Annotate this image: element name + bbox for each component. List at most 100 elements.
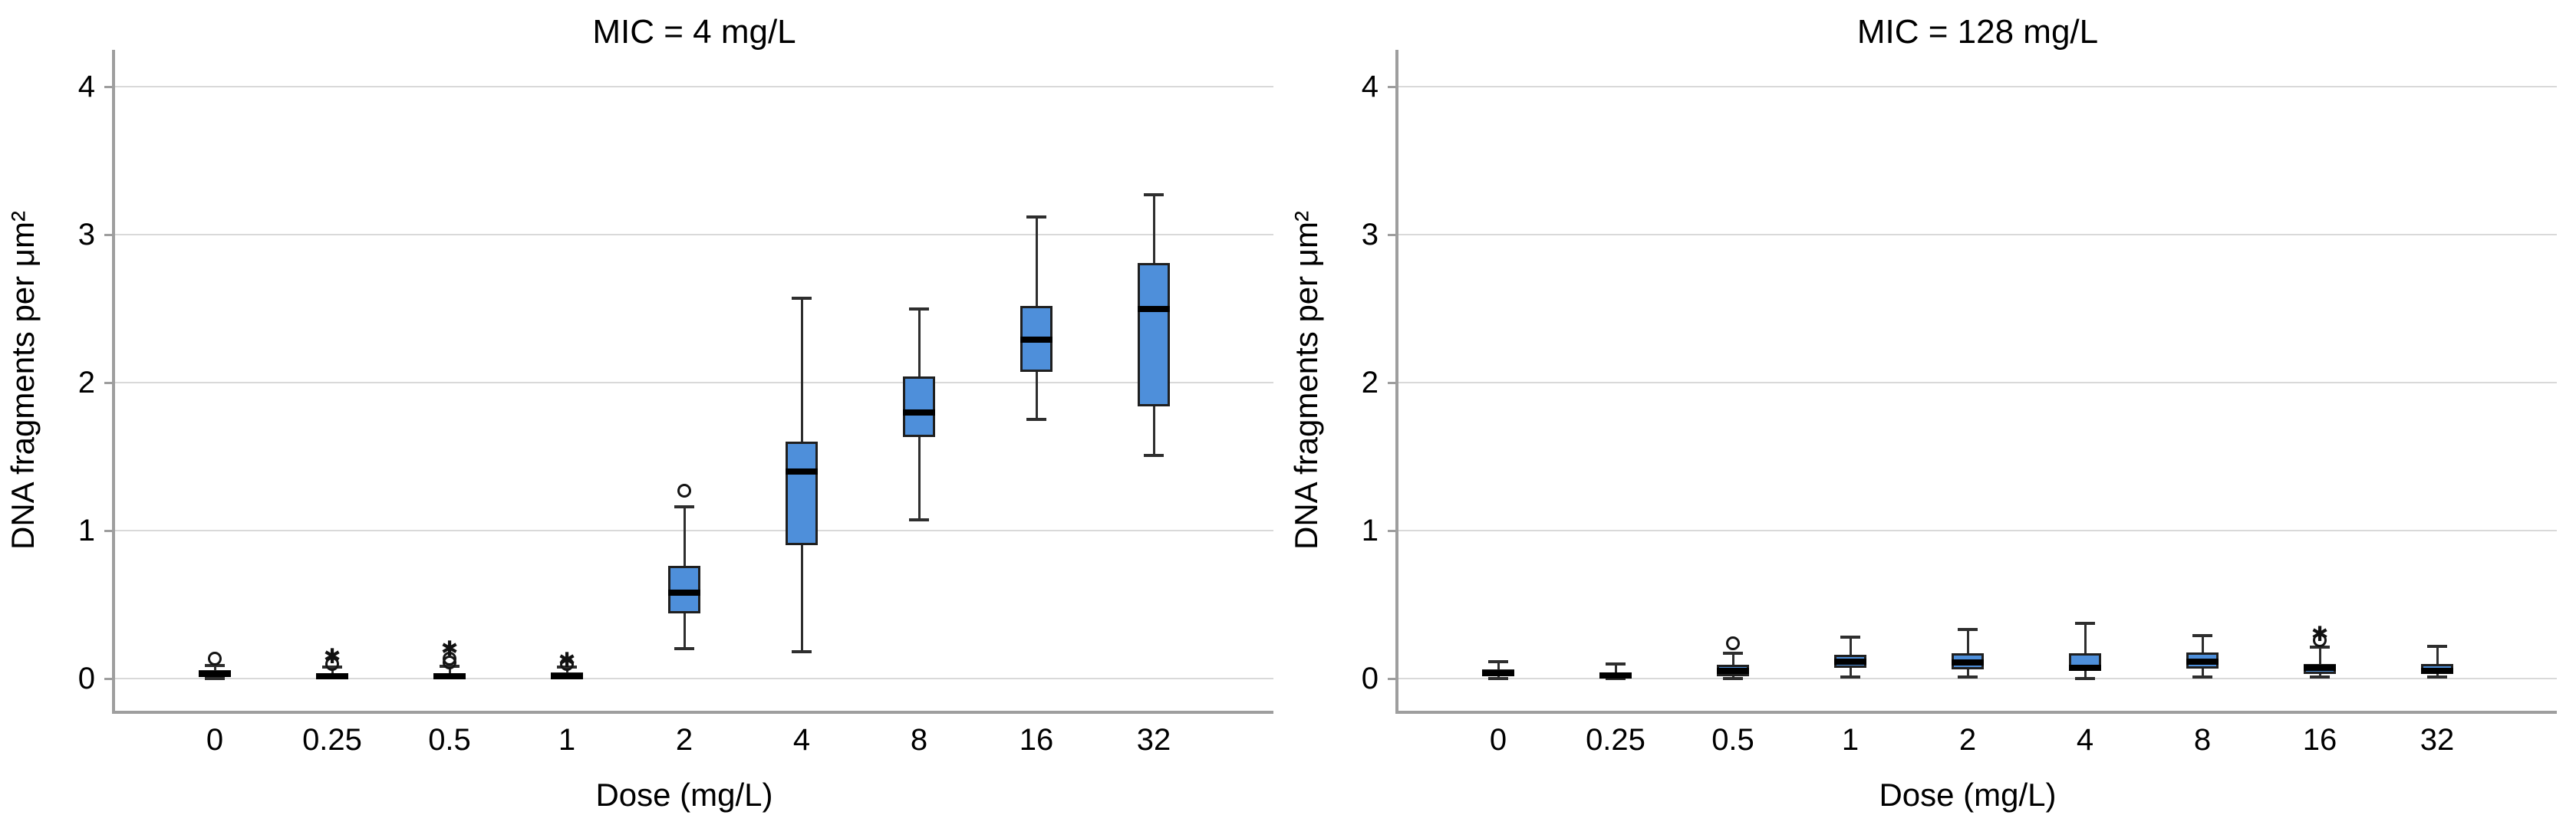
gridline-y0	[1398, 678, 2557, 679]
gridline-y3	[1398, 234, 2557, 235]
boxplot-dose-0-whisker-cap-bottom	[205, 677, 225, 680]
boxplot-dose-0.25-whisker-cap-bottom	[1606, 677, 1626, 680]
boxplot-dose-2-median-line	[1952, 659, 1984, 666]
boxplot-dose-32-whisker-cap-bottom	[2427, 675, 2447, 679]
boxplot-dose-4-box-rect	[786, 442, 818, 546]
x-tick-label-32: 32	[2420, 723, 2455, 757]
boxplot-dose-4-median-line	[2069, 664, 2101, 671]
gridline-y2	[115, 382, 1273, 383]
x-tick-label-8: 8	[2193, 723, 2212, 757]
y-tick-label-2: 2	[1361, 366, 1379, 399]
boxplot-dose-0.25-whisker-line	[331, 667, 334, 679]
x-tick-label-4: 4	[2076, 723, 2094, 757]
boxplot-dose-8-whisker-cap-top	[2192, 634, 2212, 638]
gridline-y3	[115, 234, 1273, 235]
boxplot-dose-8-whisker-cap-top	[909, 307, 929, 311]
boxplot-dose-2-median-line	[668, 590, 700, 597]
y-tick-label-0: 0	[1361, 662, 1379, 695]
y-tick-3	[1388, 234, 1397, 236]
boxplot-dose-0-whisker-cap-bottom	[1488, 677, 1508, 680]
x-axis-label: Dose (mg/L)	[595, 777, 773, 813]
boxplot-dose-0.25-median-line	[1599, 672, 1632, 679]
boxplot-dose-1-whisker-cap-bottom	[1840, 675, 1860, 679]
boxplot-dose-0.5-median-line	[433, 672, 466, 679]
x-axis-baseline	[1395, 711, 2557, 714]
x-tick-label-16: 16	[2302, 723, 2337, 757]
x-tick-label-0: 0	[1489, 723, 1507, 757]
boxplot-dose-0.5-outlier-circle-1	[443, 651, 456, 666]
x-tick-label-0.5: 0.5	[1711, 723, 1754, 757]
x-tick-label-4: 4	[792, 723, 811, 757]
boxplot-dose-2-whisker-cap-top	[674, 505, 694, 509]
x-tick-label-0.5: 0.5	[428, 723, 471, 757]
boxplot-dose-16-whisker-cap-top	[1026, 215, 1046, 219]
boxplot-dose-8-whisker-cap-bottom	[909, 518, 929, 522]
boxplot-dose-0-median-line	[1482, 670, 1514, 677]
x-axis-label: Dose (mg/L)	[1879, 777, 2057, 813]
boxplot-dose-8-whisker-cap-bottom	[2192, 675, 2212, 679]
boxplot-dose-4-whisker-cap-top	[792, 296, 812, 300]
gridline-y4	[115, 86, 1273, 87]
boxplot-dose-32-whisker-cap-top	[1144, 192, 1164, 196]
boxplot-dose-0.25-outlier-star-1: ✱	[323, 645, 341, 669]
boxplot-dose-8-box-rect	[903, 376, 935, 438]
y-tick-4	[104, 86, 114, 88]
x-tick-label-0.25: 0.25	[302, 723, 362, 757]
boxplot-dose-2-whisker-cap-top	[1958, 628, 1978, 632]
y-tick-label-3: 3	[1361, 218, 1379, 251]
boxplot-dose-0.25-whisker-cap-top	[1606, 662, 1626, 666]
y-tick-label-4: 4	[1361, 70, 1379, 104]
y-tick-label-1: 1	[1361, 514, 1379, 547]
boxplot-dose-0.5-outlier-circle-0	[1726, 636, 1740, 650]
boxplot-dose-0.5-whisker-cap-top	[1723, 652, 1743, 656]
boxplot-dose-32-whisker-cap-top	[2427, 644, 2447, 648]
y-tick-label-3: 3	[77, 218, 95, 251]
y-tick-0	[104, 678, 114, 680]
x-tick-label-1: 1	[1841, 723, 1860, 757]
boxplot-dose-2-outlier-circle-0	[677, 483, 691, 498]
boxplot-dose-4-whisker-cap-top	[2075, 621, 2095, 625]
y-tick-2	[104, 382, 114, 384]
boxplot-dose-16-outlier-star-1: ✱	[2311, 623, 2329, 646]
boxplot-dose-2-whisker-cap-bottom	[674, 647, 694, 651]
boxplot-dose-16-median-line	[2304, 665, 2336, 672]
boxplot-dose-1-outlier-star-1: ✱	[558, 648, 576, 672]
boxplot-dose-0.25-outlier-circle-0	[325, 656, 339, 671]
y-axis-spine	[1395, 50, 1398, 714]
boxplot-dose-0.5-median-line	[1717, 668, 1749, 675]
y-axis-spine	[112, 50, 115, 714]
boxplot-dose-0.5-whisker-cap-bottom	[1723, 677, 1743, 680]
boxplot-dose-0.25-whisker-line	[1614, 663, 1617, 679]
x-axis-baseline	[112, 711, 1273, 714]
y-tick-0	[1388, 678, 1397, 680]
y-tick-3	[104, 234, 114, 236]
gridline-y1	[115, 530, 1273, 531]
boxplot-dose-32-median-line	[1138, 305, 1170, 312]
y-tick-1	[1388, 530, 1397, 532]
boxplot-dose-16-median-line	[1020, 337, 1052, 343]
y-tick-label-1: 1	[77, 514, 95, 547]
panel-title: MIC = 128 mg/L	[1856, 13, 2099, 51]
boxplot-dose-0.5-whisker-line	[448, 666, 451, 679]
x-tick-label-2: 2	[675, 723, 693, 757]
boxplot-dose-0-whisker-cap-top	[1488, 659, 1508, 663]
boxplot-dose-32-median-line	[2421, 668, 2453, 675]
boxplot-dose-16-whisker-cap-bottom	[1026, 418, 1046, 422]
boxplot-dose-8-median-line	[903, 409, 935, 416]
boxplot-dose-16-outlier-circle-0	[2313, 633, 2327, 647]
y-tick-label-4: 4	[77, 70, 95, 104]
boxplot-dose-32-whisker-line	[2436, 646, 2439, 678]
x-tick-label-0.25: 0.25	[1586, 723, 1645, 757]
gridline-y4	[1398, 86, 2557, 87]
y-tick-label-0: 0	[77, 662, 95, 695]
boxplot-dose-4-whisker-cap-bottom	[792, 650, 812, 654]
x-tick-label-16: 16	[1019, 723, 1054, 757]
x-tick-label-2: 2	[1958, 723, 1977, 757]
boxplot-dose-4-median-line	[786, 468, 818, 475]
boxplot-dose-0-median-line	[199, 671, 231, 678]
boxplot-dose-0-outlier-circle-0	[208, 652, 222, 666]
boxplot-dose-1-median-line	[551, 673, 583, 680]
